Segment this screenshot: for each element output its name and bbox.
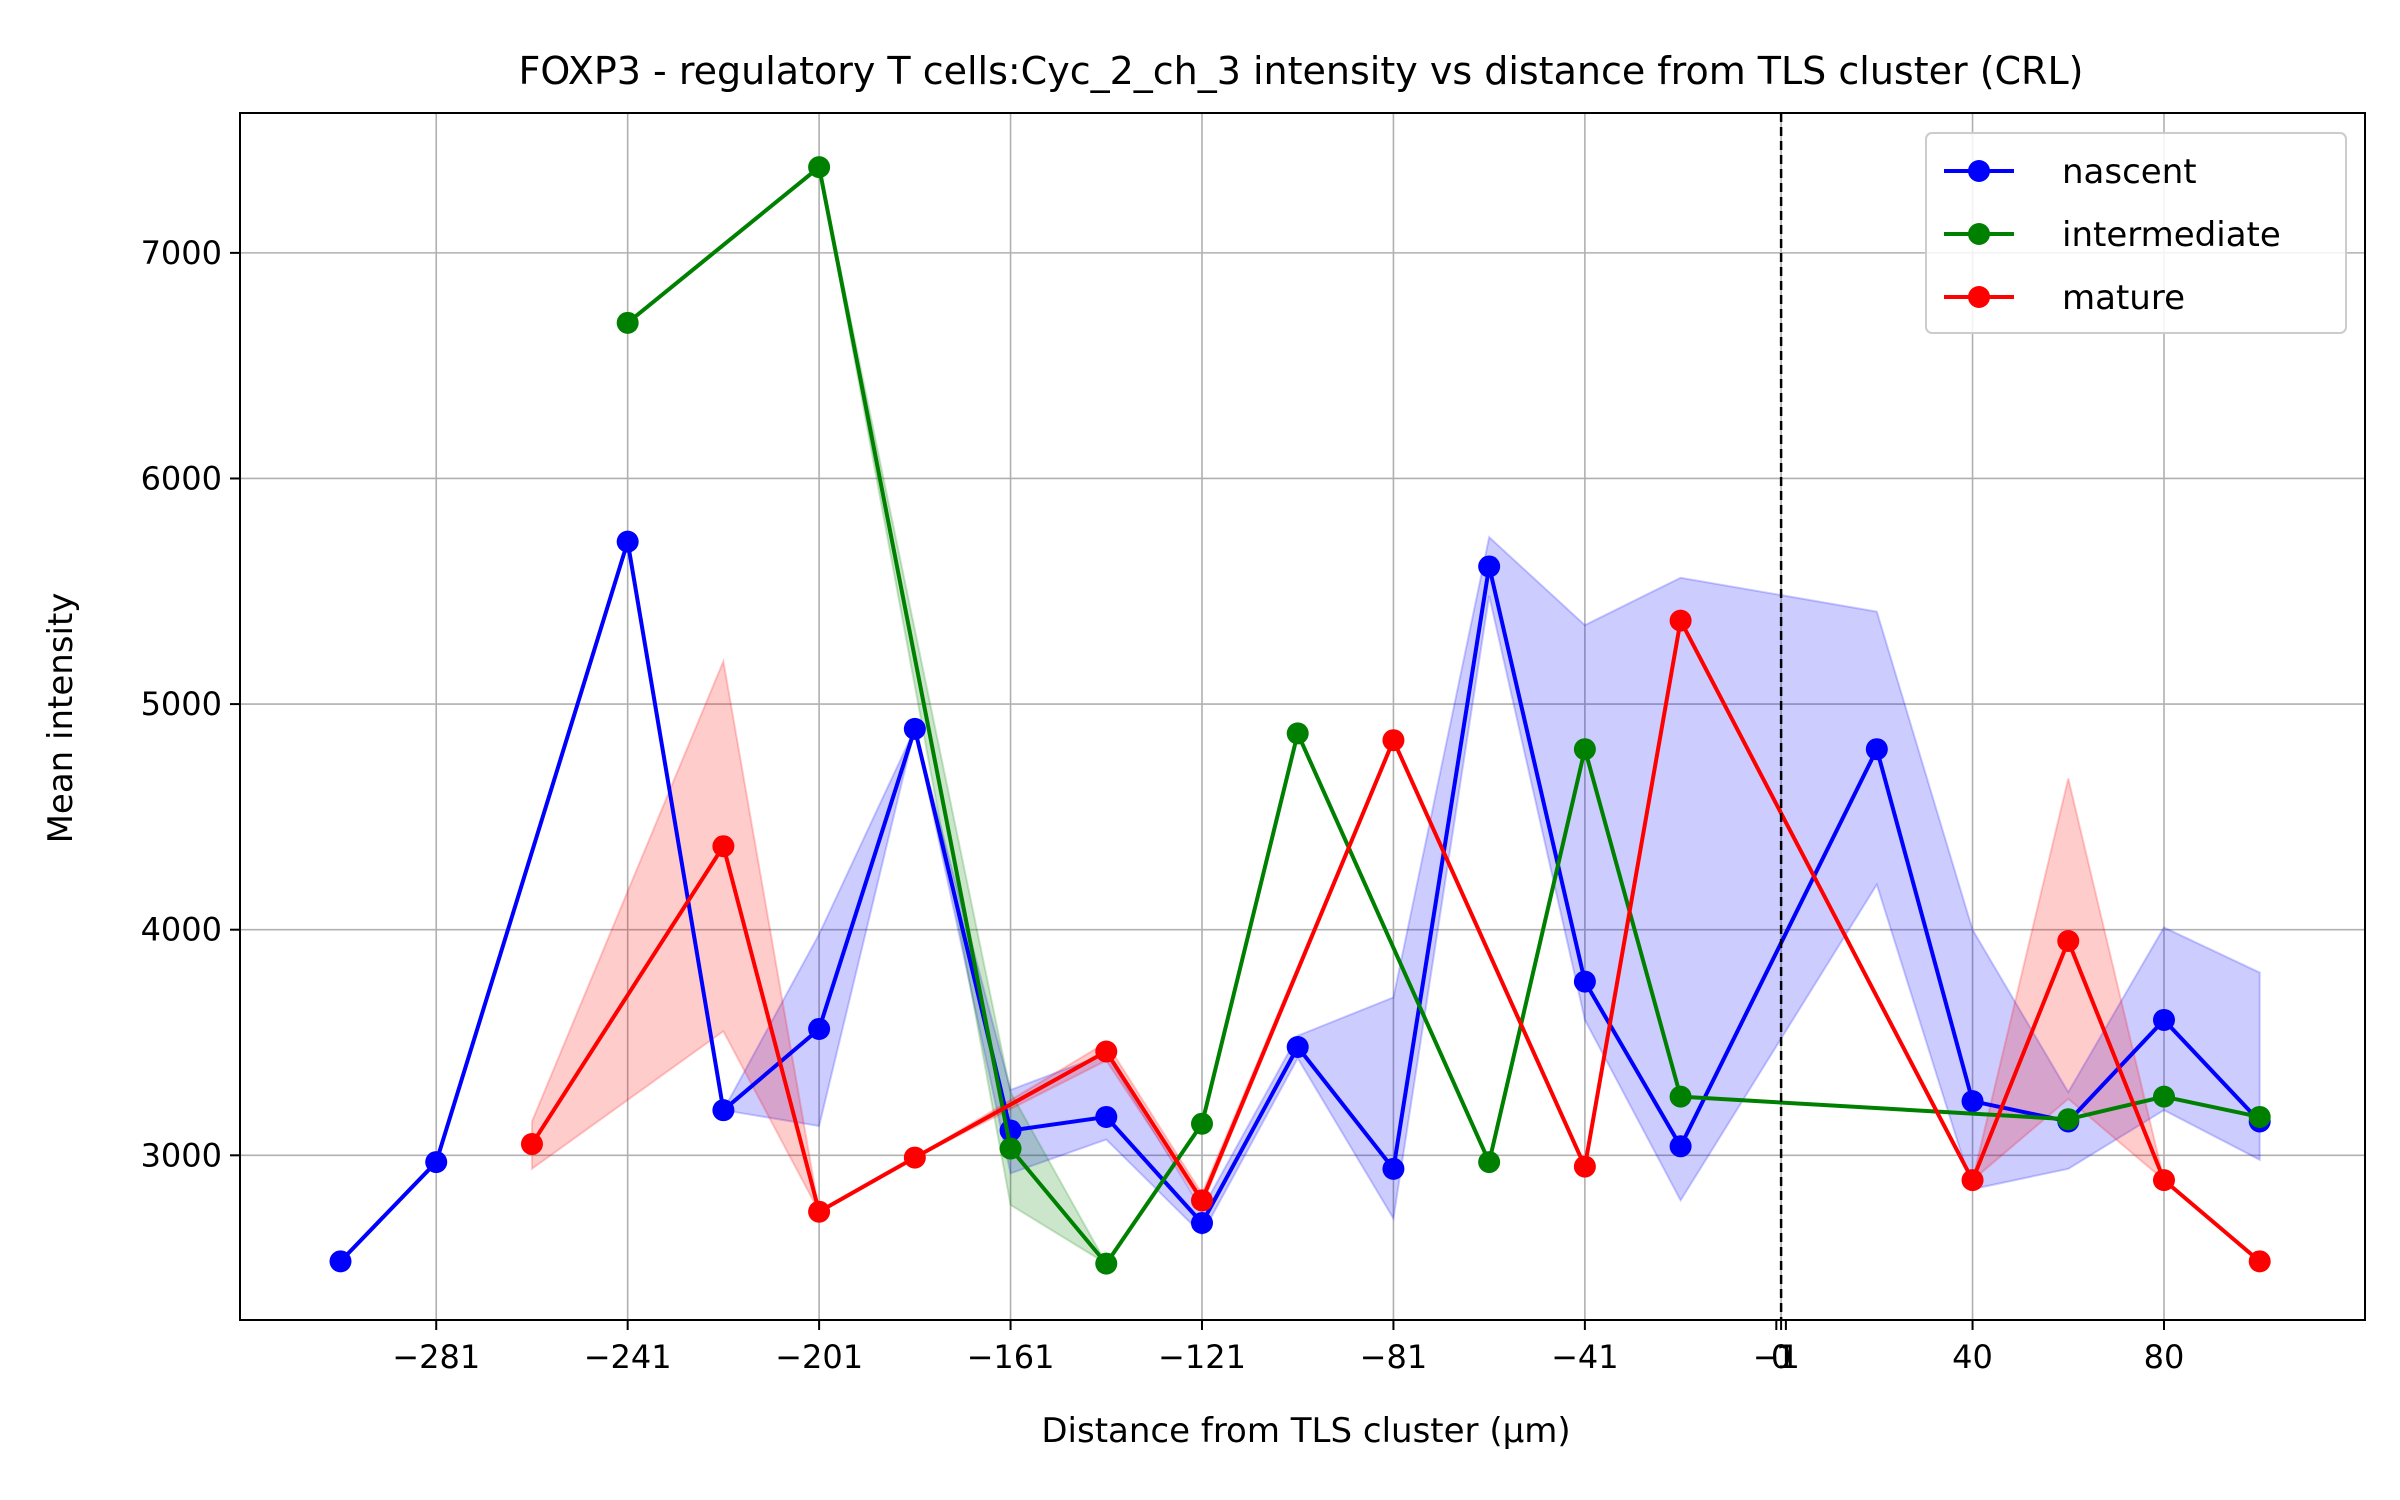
x-tick-label: −81 bbox=[1360, 1338, 1428, 1376]
x-tick-label: −1 bbox=[1753, 1338, 1800, 1376]
x-tick-label: 1 bbox=[1776, 1338, 1796, 1376]
data-point-intermediate bbox=[1190, 1112, 1213, 1135]
legend-swatch-marker bbox=[1968, 160, 1990, 182]
data-point-mature bbox=[1190, 1189, 1213, 1212]
data-point-intermediate bbox=[1095, 1252, 1118, 1275]
legend-label-intermediate: intermediate bbox=[2062, 215, 2281, 255]
data-point-nascent bbox=[1382, 1157, 1405, 1180]
plot-frame bbox=[239, 112, 2366, 1321]
data-point-intermediate bbox=[1286, 722, 1309, 745]
x-tick-label: −121 bbox=[1158, 1338, 1246, 1376]
data-point-nascent bbox=[1961, 1090, 1984, 1113]
y-tick-label: 3000 bbox=[141, 1136, 222, 1174]
legend-label-mature: mature bbox=[2062, 278, 2185, 318]
y-tick-label: 6000 bbox=[141, 459, 222, 497]
data-point-mature bbox=[808, 1200, 831, 1223]
legend: nascent intermediate mature bbox=[1925, 132, 2347, 334]
data-point-mature bbox=[1095, 1040, 1118, 1063]
data-point-nascent bbox=[712, 1099, 735, 1122]
data-point-mature bbox=[2248, 1250, 2271, 1273]
x-tick-label: −241 bbox=[584, 1338, 672, 1376]
data-point-intermediate bbox=[2057, 1108, 2080, 1131]
data-point-mature bbox=[1573, 1155, 1596, 1178]
legend-box bbox=[1925, 132, 2347, 334]
y-tick-label: 4000 bbox=[141, 911, 222, 949]
data-point-intermediate bbox=[1669, 1085, 1692, 1108]
x-tick-label: 40 bbox=[1952, 1338, 1993, 1376]
data-point-mature bbox=[2057, 929, 2080, 952]
data-point-intermediate bbox=[2248, 1105, 2271, 1128]
data-point-intermediate bbox=[808, 156, 831, 179]
y-tick-label: 5000 bbox=[141, 685, 222, 723]
data-point-intermediate bbox=[1573, 738, 1596, 761]
series-line-intermediate bbox=[625, 165, 2262, 1266]
data-point-mature bbox=[1669, 609, 1692, 632]
data-point-mature bbox=[520, 1133, 543, 1156]
data-point-nascent bbox=[1573, 970, 1596, 993]
data-point-mature bbox=[712, 835, 735, 858]
data-point-intermediate bbox=[2152, 1085, 2175, 1108]
y-axis-ticks: 3000 4000 5000 6000 7000 bbox=[141, 234, 240, 1174]
x-tick-label: 0 bbox=[1771, 1338, 1791, 1376]
legend-swatch-marker bbox=[1968, 223, 1990, 245]
data-point-nascent bbox=[1669, 1135, 1692, 1158]
data-point-intermediate bbox=[616, 311, 639, 334]
data-point-mature bbox=[1382, 729, 1405, 752]
data-point-intermediate bbox=[999, 1137, 1022, 1160]
data-point-nascent bbox=[329, 1250, 352, 1273]
x-axis-ticks: −281 −241 −201 −161 −121 −81 −41 −101 40 80 bbox=[392, 1320, 2184, 1376]
data-layer bbox=[329, 113, 2271, 1320]
x-axis-label: Distance from TLS cluster (μm) bbox=[1041, 1411, 1570, 1451]
data-point-mature bbox=[903, 1146, 926, 1169]
data-point-nascent bbox=[425, 1151, 448, 1174]
data-point-mature bbox=[1961, 1169, 1984, 1192]
data-point-nascent bbox=[616, 530, 639, 553]
data-point-nascent bbox=[1478, 555, 1501, 578]
data-point-intermediate bbox=[1478, 1151, 1501, 1174]
data-point-nascent bbox=[1095, 1105, 1118, 1128]
data-point-nascent bbox=[1286, 1036, 1309, 1059]
data-point-mature bbox=[2152, 1169, 2175, 1192]
data-point-nascent bbox=[808, 1017, 831, 1040]
x-tick-label: −161 bbox=[967, 1338, 1055, 1376]
legend-swatch-marker bbox=[1968, 286, 1990, 308]
x-tick-label: −281 bbox=[392, 1338, 480, 1376]
legend-label-nascent: nascent bbox=[2062, 152, 2197, 192]
data-point-nascent bbox=[2152, 1008, 2175, 1031]
y-axis-label: Mean intensity bbox=[41, 593, 81, 844]
chart-title: FOXP3 - regulatory T cells:Cyc_2_ch_3 in… bbox=[519, 49, 2084, 93]
x-tick-label: 80 bbox=[2144, 1338, 2185, 1376]
data-point-nascent bbox=[903, 717, 926, 740]
x-tick-label: −41 bbox=[1551, 1338, 1619, 1376]
x-tick-label: −201 bbox=[775, 1338, 863, 1376]
y-tick-label: 7000 bbox=[141, 234, 222, 272]
data-point-nascent bbox=[1190, 1211, 1213, 1234]
data-point-nascent bbox=[1865, 738, 1888, 761]
plot-area: −281 −241 −201 −161 −121 −81 −41 −101 40 80 3000 40… bbox=[141, 112, 2366, 1376]
